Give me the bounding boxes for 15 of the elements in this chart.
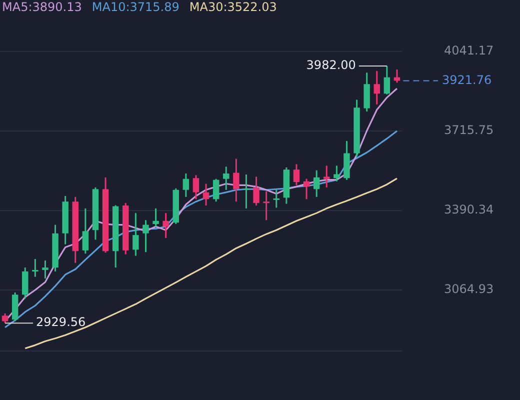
candlestick [243,174,250,208]
text: MA10:3715.89 [92,0,180,14]
y-tick-label: 3715.75 [444,123,494,138]
candlestick [32,258,38,277]
y-tick-label: 3064.93 [444,282,494,296]
candlestick [324,166,330,188]
annotation: 2929.56 [36,315,86,330]
candlestick [273,190,280,208]
candlestick [263,191,270,220]
y-tick-label: 3390.34 [444,202,494,217]
ref-line-label: 3921.76 [442,72,492,87]
annotation: 3982.00 [306,58,356,72]
text: MA5:3890.13 [2,0,82,14]
text: MA30:3522.03 [189,0,277,14]
y-tick-label: 4041.17 [444,44,494,58]
